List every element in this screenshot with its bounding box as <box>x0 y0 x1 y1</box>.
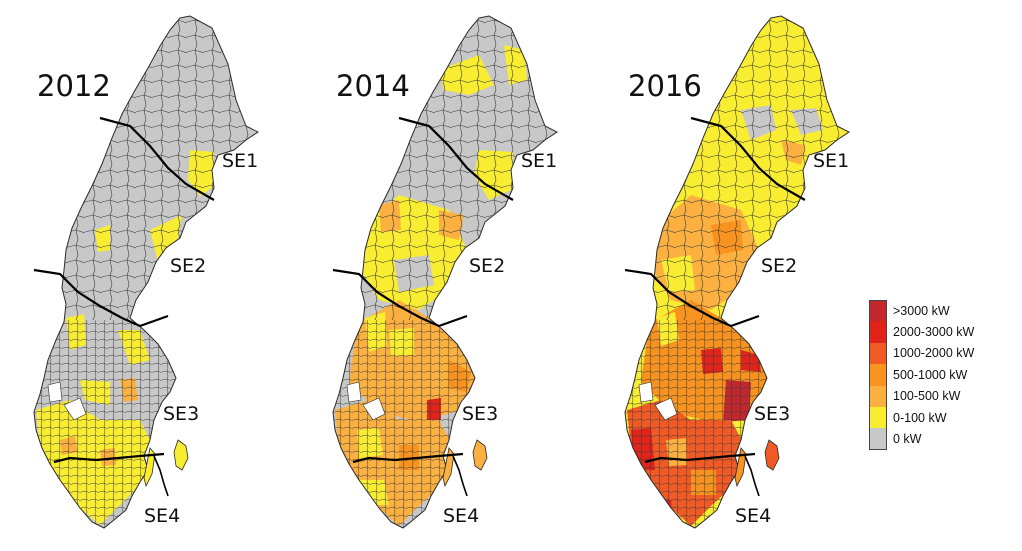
legend-swatch <box>869 406 887 429</box>
zone-label-se3: SE3 <box>163 403 199 425</box>
year-label: 2016 <box>628 69 702 103</box>
legend-label: 2000-3000 kW <box>893 325 975 340</box>
zone-label-se1: SE1 <box>813 150 849 172</box>
municipality-boundaries-south <box>34 320 258 528</box>
legend-item: 0-100 kW <box>869 406 1019 429</box>
price-zone-border <box>398 116 514 201</box>
lake <box>63 397 87 421</box>
legend-item: 2000-3000 kW <box>869 321 1019 343</box>
legend-item: 100-500 kW <box>869 385 1019 407</box>
price-zone-border <box>452 455 468 497</box>
zone-label-se3: SE3 <box>462 403 498 425</box>
year-label: 2014 <box>336 69 410 103</box>
gotland-island <box>764 439 780 471</box>
zone-label-se2: SE2 <box>170 255 206 277</box>
legend-swatch <box>869 300 887 322</box>
zone-label-se4: SE4 <box>144 505 180 527</box>
legend-item: 1000-2000 kW <box>869 342 1019 365</box>
zone-label-se1: SE1 <box>222 150 258 172</box>
zone-label-se3: SE3 <box>754 403 790 425</box>
map-panel-2016: 2016 SE1 SE2 SE3 SE4 <box>624 15 850 529</box>
legend-label: 100-500 kW <box>893 389 961 404</box>
price-zone-border <box>53 452 165 464</box>
price-zone-border <box>99 116 215 201</box>
price-zone-border <box>744 455 760 497</box>
legend: >3000 kW 2000-3000 kW 1000-2000 kW 500-1000… <box>869 300 1019 450</box>
municipality-boundaries-south <box>333 320 557 528</box>
legend-label: >3000 kW <box>893 303 950 318</box>
legend-item: >3000 kW <box>869 300 1019 322</box>
zone-label-se4: SE4 <box>443 505 479 527</box>
price-zone-border <box>624 268 760 328</box>
zone-label-se2: SE2 <box>761 255 797 277</box>
map-panel-2014: 2014 SE1 SE2 SE3 SE4 <box>332 15 558 529</box>
map-panel-2012: 2012 SE1 SE2 SE3 SE4 <box>33 15 259 529</box>
price-zone-border <box>33 268 169 328</box>
legend-swatch <box>869 364 887 386</box>
lake <box>47 381 63 403</box>
legend-swatch <box>869 342 887 365</box>
year-label: 2012 <box>37 69 111 103</box>
legend-label: 1000-2000 kW <box>893 346 975 361</box>
zone-label-se4: SE4 <box>735 505 771 527</box>
legend-label: 500-1000 kW <box>893 367 968 382</box>
price-zone-border <box>352 452 464 464</box>
zone-label-se1: SE1 <box>521 150 557 172</box>
legend-swatch <box>869 321 887 343</box>
price-zone-border <box>332 268 468 328</box>
lake <box>346 381 362 403</box>
municipality-boundaries-south <box>625 320 849 528</box>
legend-swatch <box>869 385 887 407</box>
legend-item: 0 kW <box>869 428 1019 450</box>
legend-label: 0-100 kW <box>893 410 947 425</box>
legend-label: 0 kW <box>893 432 922 447</box>
legend-item: 500-1000 kW <box>869 364 1019 386</box>
price-zone-border <box>644 452 756 464</box>
gotland-island <box>472 439 488 471</box>
lake <box>654 397 678 421</box>
price-zone-border <box>153 455 169 497</box>
price-zone-border <box>690 116 806 201</box>
gotland-island <box>173 439 189 471</box>
zone-label-se2: SE2 <box>469 255 505 277</box>
lake <box>362 397 386 421</box>
lake <box>638 381 654 403</box>
legend-swatch <box>869 428 887 450</box>
